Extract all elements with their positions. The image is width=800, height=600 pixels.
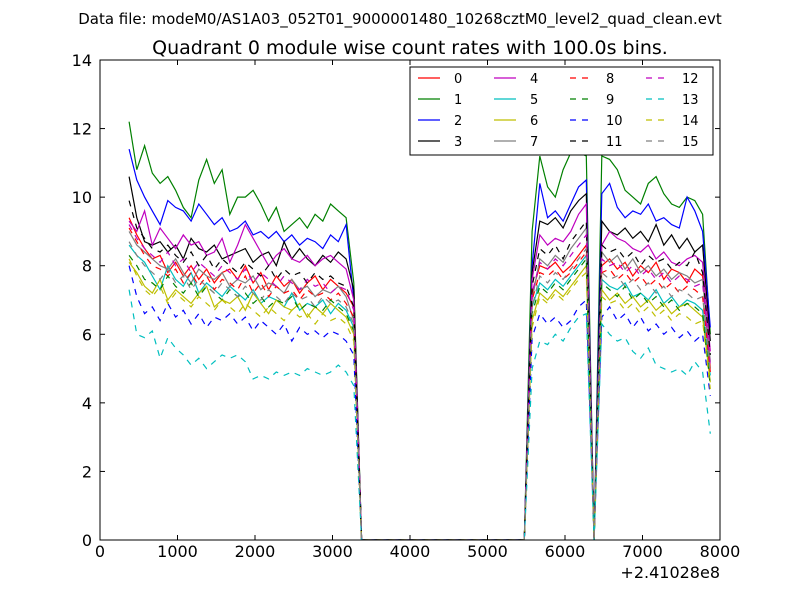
series-line-10: [128, 265, 711, 540]
y-tick-label: 12: [72, 120, 92, 139]
legend-label-5: 5: [530, 93, 538, 108]
series-line-8: [128, 227, 711, 540]
series-layer: [128, 121, 711, 540]
legend-label-12: 12: [682, 72, 699, 87]
y-tick-label: 2: [82, 462, 92, 481]
x-tick-label: 8000: [700, 542, 741, 561]
series-line-15: [128, 241, 711, 540]
legend-label-4: 4: [530, 72, 538, 87]
y-tick-label: 4: [82, 394, 92, 413]
x-tick-label: 7000: [622, 542, 663, 561]
legend-label-3: 3: [454, 135, 462, 150]
series-line-5: [128, 244, 711, 540]
y-tick-label: 10: [72, 188, 92, 207]
y-tick-label: 0: [82, 531, 92, 550]
series-line-2: [128, 148, 711, 540]
series-line-4: [128, 202, 711, 540]
chart-title: Quadrant 0 module wise count rates with …: [152, 37, 668, 59]
series-line-13: [128, 289, 711, 540]
x-tick-label: 6000: [545, 542, 586, 561]
series-line-3: [128, 176, 711, 540]
legend-label-11: 11: [606, 135, 623, 150]
series-line-9: [128, 255, 711, 540]
x-offset-label: +2.41028e8: [620, 563, 720, 582]
y-tick-label: 6: [82, 325, 92, 344]
legend-label-9: 9: [606, 93, 614, 108]
series-line-6: [128, 261, 711, 540]
series-line-11: [128, 200, 711, 540]
legend-label-7: 7: [530, 135, 538, 150]
legend-label-10: 10: [606, 114, 623, 129]
legend-label-0: 0: [454, 72, 462, 87]
x-tick-label: 1000: [157, 542, 198, 561]
series-line-14: [128, 258, 711, 540]
x-tick-label: 3000: [312, 542, 353, 561]
legend-label-2: 2: [454, 114, 462, 129]
data-file-label: Data file: modeM0/AS1A03_052T01_90000014…: [78, 10, 722, 29]
legend-label-13: 13: [682, 93, 699, 108]
axis-ticks: 0 1000 2000 3000 4000 5000 6000 7000 80000246810…: [72, 51, 741, 561]
series-line-12: [128, 224, 711, 540]
series-line-1: [128, 121, 711, 540]
legend-box: [409, 66, 714, 156]
series-line-7: [128, 226, 711, 540]
x-tick-label: 0: [95, 542, 105, 561]
x-tick-label: 2000: [235, 542, 276, 561]
y-tick-label: 14: [72, 51, 92, 70]
legend-label-1: 1: [454, 93, 462, 108]
y-tick-label: 8: [82, 257, 92, 276]
x-tick-label: 4000: [390, 542, 431, 561]
legend-label-15: 15: [682, 135, 699, 150]
x-tick-label: 5000: [467, 542, 508, 561]
legend-label-14: 14: [682, 114, 699, 129]
legend-label-8: 8: [606, 72, 614, 87]
legend-label-6: 6: [530, 114, 538, 129]
